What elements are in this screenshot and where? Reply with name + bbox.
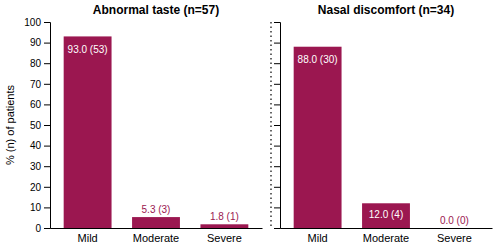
data-labels: 93.0 (53) 5.3 (3) 1.8 (1) bbox=[68, 44, 239, 222]
y-tick bbox=[274, 125, 280, 126]
x-tick-label: Severe bbox=[437, 232, 472, 244]
y-tick bbox=[274, 22, 280, 23]
y-tick-mark bbox=[274, 84, 280, 85]
x-tick-label: Moderate bbox=[363, 232, 409, 244]
bar bbox=[294, 47, 342, 228]
y-tick: 100 bbox=[24, 17, 50, 28]
y-tick-label: 90 bbox=[30, 37, 42, 48]
y-tick-label: 60 bbox=[30, 99, 42, 110]
y-tick bbox=[274, 207, 280, 208]
x-tick: Severe bbox=[207, 228, 242, 244]
panel: Mild Moderate Severe Nasal discomfort (n=34… bbox=[274, 3, 493, 244]
y-tick bbox=[274, 63, 280, 64]
y-tick-label: 20 bbox=[30, 182, 42, 193]
y-tick-label: 40 bbox=[30, 140, 42, 151]
y-tick-mark bbox=[274, 187, 280, 188]
bar bbox=[64, 36, 112, 228]
bar bbox=[200, 224, 248, 228]
data-label: 88.0 (30) bbox=[298, 54, 338, 65]
y-tick-mark bbox=[274, 166, 280, 167]
data-label: 93.0 (53) bbox=[68, 44, 108, 55]
x-tick-label: Moderate bbox=[133, 232, 179, 244]
y-tick-mark bbox=[274, 228, 280, 229]
x-tick-label: Severe bbox=[207, 232, 242, 244]
data-label: 5.3 (3) bbox=[142, 204, 171, 215]
y-axis-title: % (n) of patients bbox=[4, 84, 16, 165]
data-labels: 88.0 (30) 12.0 (4) 0.0 (0) bbox=[298, 54, 469, 226]
y-tick-mark bbox=[44, 207, 50, 208]
data-label: 1.8 (1) bbox=[210, 211, 239, 222]
data-label: 0.0 (0) bbox=[440, 215, 469, 226]
y-tick-label: 100 bbox=[24, 17, 41, 28]
y-tick-label: 30 bbox=[30, 161, 42, 172]
x-axis: Mild Moderate Severe bbox=[51, 228, 263, 244]
x-tick-label: Mild bbox=[308, 232, 328, 244]
data-label: 12.0 (4) bbox=[369, 209, 403, 220]
y-tick: 20 bbox=[30, 182, 50, 193]
x-tick: Moderate bbox=[133, 228, 179, 244]
y-tick-label: 80 bbox=[30, 58, 42, 69]
y-tick: 0 bbox=[35, 223, 50, 234]
y-tick-mark bbox=[44, 146, 50, 147]
y-tick-mark bbox=[44, 104, 50, 105]
y-tick-label: 70 bbox=[30, 79, 42, 90]
y-tick: 50 bbox=[30, 120, 50, 131]
y-tick-mark bbox=[44, 125, 50, 126]
y-tick-mark bbox=[274, 43, 280, 44]
y-tick-mark bbox=[44, 187, 50, 188]
bar bbox=[362, 203, 410, 228]
y-tick-mark bbox=[44, 22, 50, 23]
title: Abnormal taste (n=57) bbox=[93, 3, 219, 17]
y-tick-mark bbox=[44, 228, 50, 229]
y-tick: 10 bbox=[30, 202, 50, 213]
y-tick bbox=[274, 166, 280, 167]
y-tick: 60 bbox=[30, 99, 50, 110]
separator bbox=[270, 22, 271, 228]
y-tick-mark bbox=[44, 43, 50, 44]
y-tick: 80 bbox=[30, 58, 50, 69]
bars bbox=[64, 36, 249, 228]
y-tick-mark bbox=[44, 84, 50, 85]
y-tick-mark bbox=[274, 207, 280, 208]
y-tick-mark bbox=[274, 22, 280, 23]
y-axis-line bbox=[44, 23, 51, 229]
y-tick bbox=[274, 228, 280, 229]
title: Nasal discomfort (n=34) bbox=[318, 3, 454, 17]
y-axis: 0 10 20 30 40 50 60 70 80 90 100 bbox=[24, 17, 50, 234]
y-tick bbox=[274, 104, 280, 105]
y-tick bbox=[274, 146, 280, 147]
y-tick: 90 bbox=[30, 37, 50, 48]
x-tick-label: Mild bbox=[78, 232, 98, 244]
y-tick-label: 10 bbox=[30, 202, 42, 213]
y-tick bbox=[274, 187, 280, 188]
y-tick-mark bbox=[274, 125, 280, 126]
x-axis-line bbox=[51, 228, 263, 229]
y-tick-mark bbox=[274, 146, 280, 147]
x-tick: Severe bbox=[437, 228, 472, 244]
y-tick-label: 50 bbox=[30, 120, 42, 131]
bars bbox=[294, 47, 410, 228]
x-axis-line bbox=[281, 228, 493, 229]
y-tick-mark bbox=[274, 104, 280, 105]
y-tick-mark bbox=[44, 63, 50, 64]
y-tick-mark bbox=[44, 166, 50, 167]
x-tick: Moderate bbox=[363, 228, 409, 244]
y-tick: 40 bbox=[30, 140, 50, 151]
y-axis-line bbox=[274, 23, 281, 229]
y-tick: 30 bbox=[30, 161, 50, 172]
y-axis bbox=[274, 23, 281, 229]
x-tick: Mild bbox=[308, 228, 328, 244]
panel: Mild Moderate Severe 0 10 20 30 40 50 60 70 80 90 100… bbox=[4, 3, 263, 244]
x-tick: Mild bbox=[78, 228, 98, 244]
x-axis: Mild Moderate Severe bbox=[281, 228, 493, 244]
y-tick-mark bbox=[274, 63, 280, 64]
bar bbox=[132, 217, 180, 228]
y-tick bbox=[274, 84, 280, 85]
bar bbox=[430, 228, 478, 229]
y-tick-label: 0 bbox=[35, 223, 41, 234]
y-tick: 70 bbox=[30, 79, 50, 90]
chart: Mild Moderate Severe 0 10 20 30 40 50 60 70 80 90 100… bbox=[0, 0, 500, 250]
y-tick bbox=[274, 43, 280, 44]
